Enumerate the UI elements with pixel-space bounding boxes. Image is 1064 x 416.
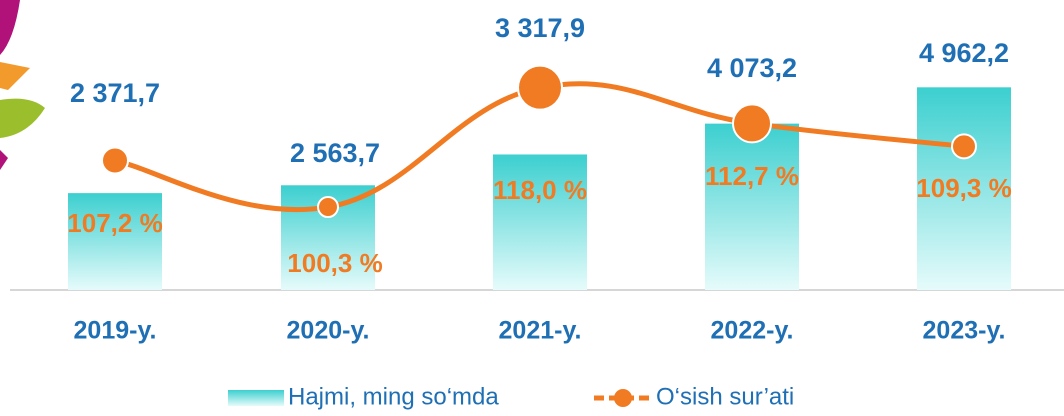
line-marker	[101, 146, 129, 175]
bar-label: 3 317,9	[495, 13, 585, 43]
legend-swatch	[228, 390, 284, 406]
legend-label: O‘sish sur’ati	[656, 383, 794, 410]
x-tick-label: 2020-y.	[287, 317, 370, 345]
bar-label: 4 073,2	[707, 53, 797, 83]
x-tick-label: 2022-y.	[711, 317, 794, 345]
decoration	[0, 0, 45, 170]
legend-label: Hajmi, ming so‘mda	[288, 383, 499, 410]
line-marker	[732, 103, 772, 144]
x-tick-label: 2023-y.	[923, 317, 1006, 345]
line-marker	[517, 64, 563, 111]
x-tick-label: 2019-y.	[74, 317, 157, 345]
bar	[917, 87, 1011, 290]
bar-label: 4 962,2	[919, 38, 1009, 68]
legend-marker	[614, 389, 632, 407]
x-tick-label: 2021-y.	[499, 317, 582, 345]
line-label: 112,7 %	[705, 161, 799, 191]
line-label: 100,3 %	[287, 248, 382, 278]
bar	[68, 193, 162, 290]
line-label: 107,2 %	[67, 208, 162, 238]
bar-label: 2 563,7	[290, 138, 380, 168]
line-label: 109,3 %	[916, 173, 1011, 203]
bar	[705, 123, 799, 291]
line-marker	[317, 196, 339, 219]
line-label: 118,0 %	[493, 175, 587, 205]
bar-label: 2 371,7	[70, 78, 160, 108]
bar	[493, 154, 587, 290]
line-marker	[951, 133, 977, 160]
